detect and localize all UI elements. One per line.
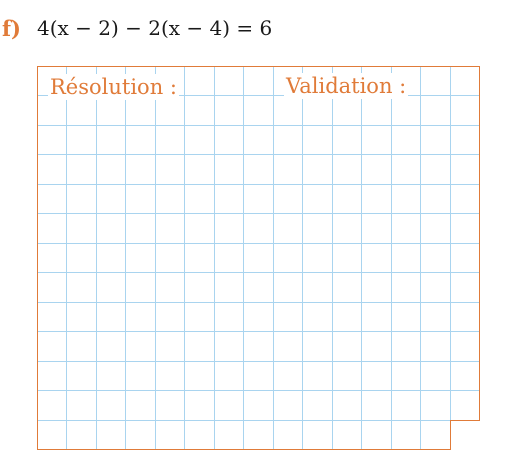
exercise-equation: 4(x − 2) − 2(x − 4) = 6 bbox=[36, 16, 273, 40]
validation-label: Validation : bbox=[284, 73, 409, 99]
exercise-header: f) 4(x − 2) − 2(x − 4) = 6 bbox=[2, 12, 272, 44]
exercise-letter: f) bbox=[2, 15, 21, 41]
resolution-label: Résolution : bbox=[48, 74, 179, 100]
grid-border bbox=[37, 66, 480, 450]
